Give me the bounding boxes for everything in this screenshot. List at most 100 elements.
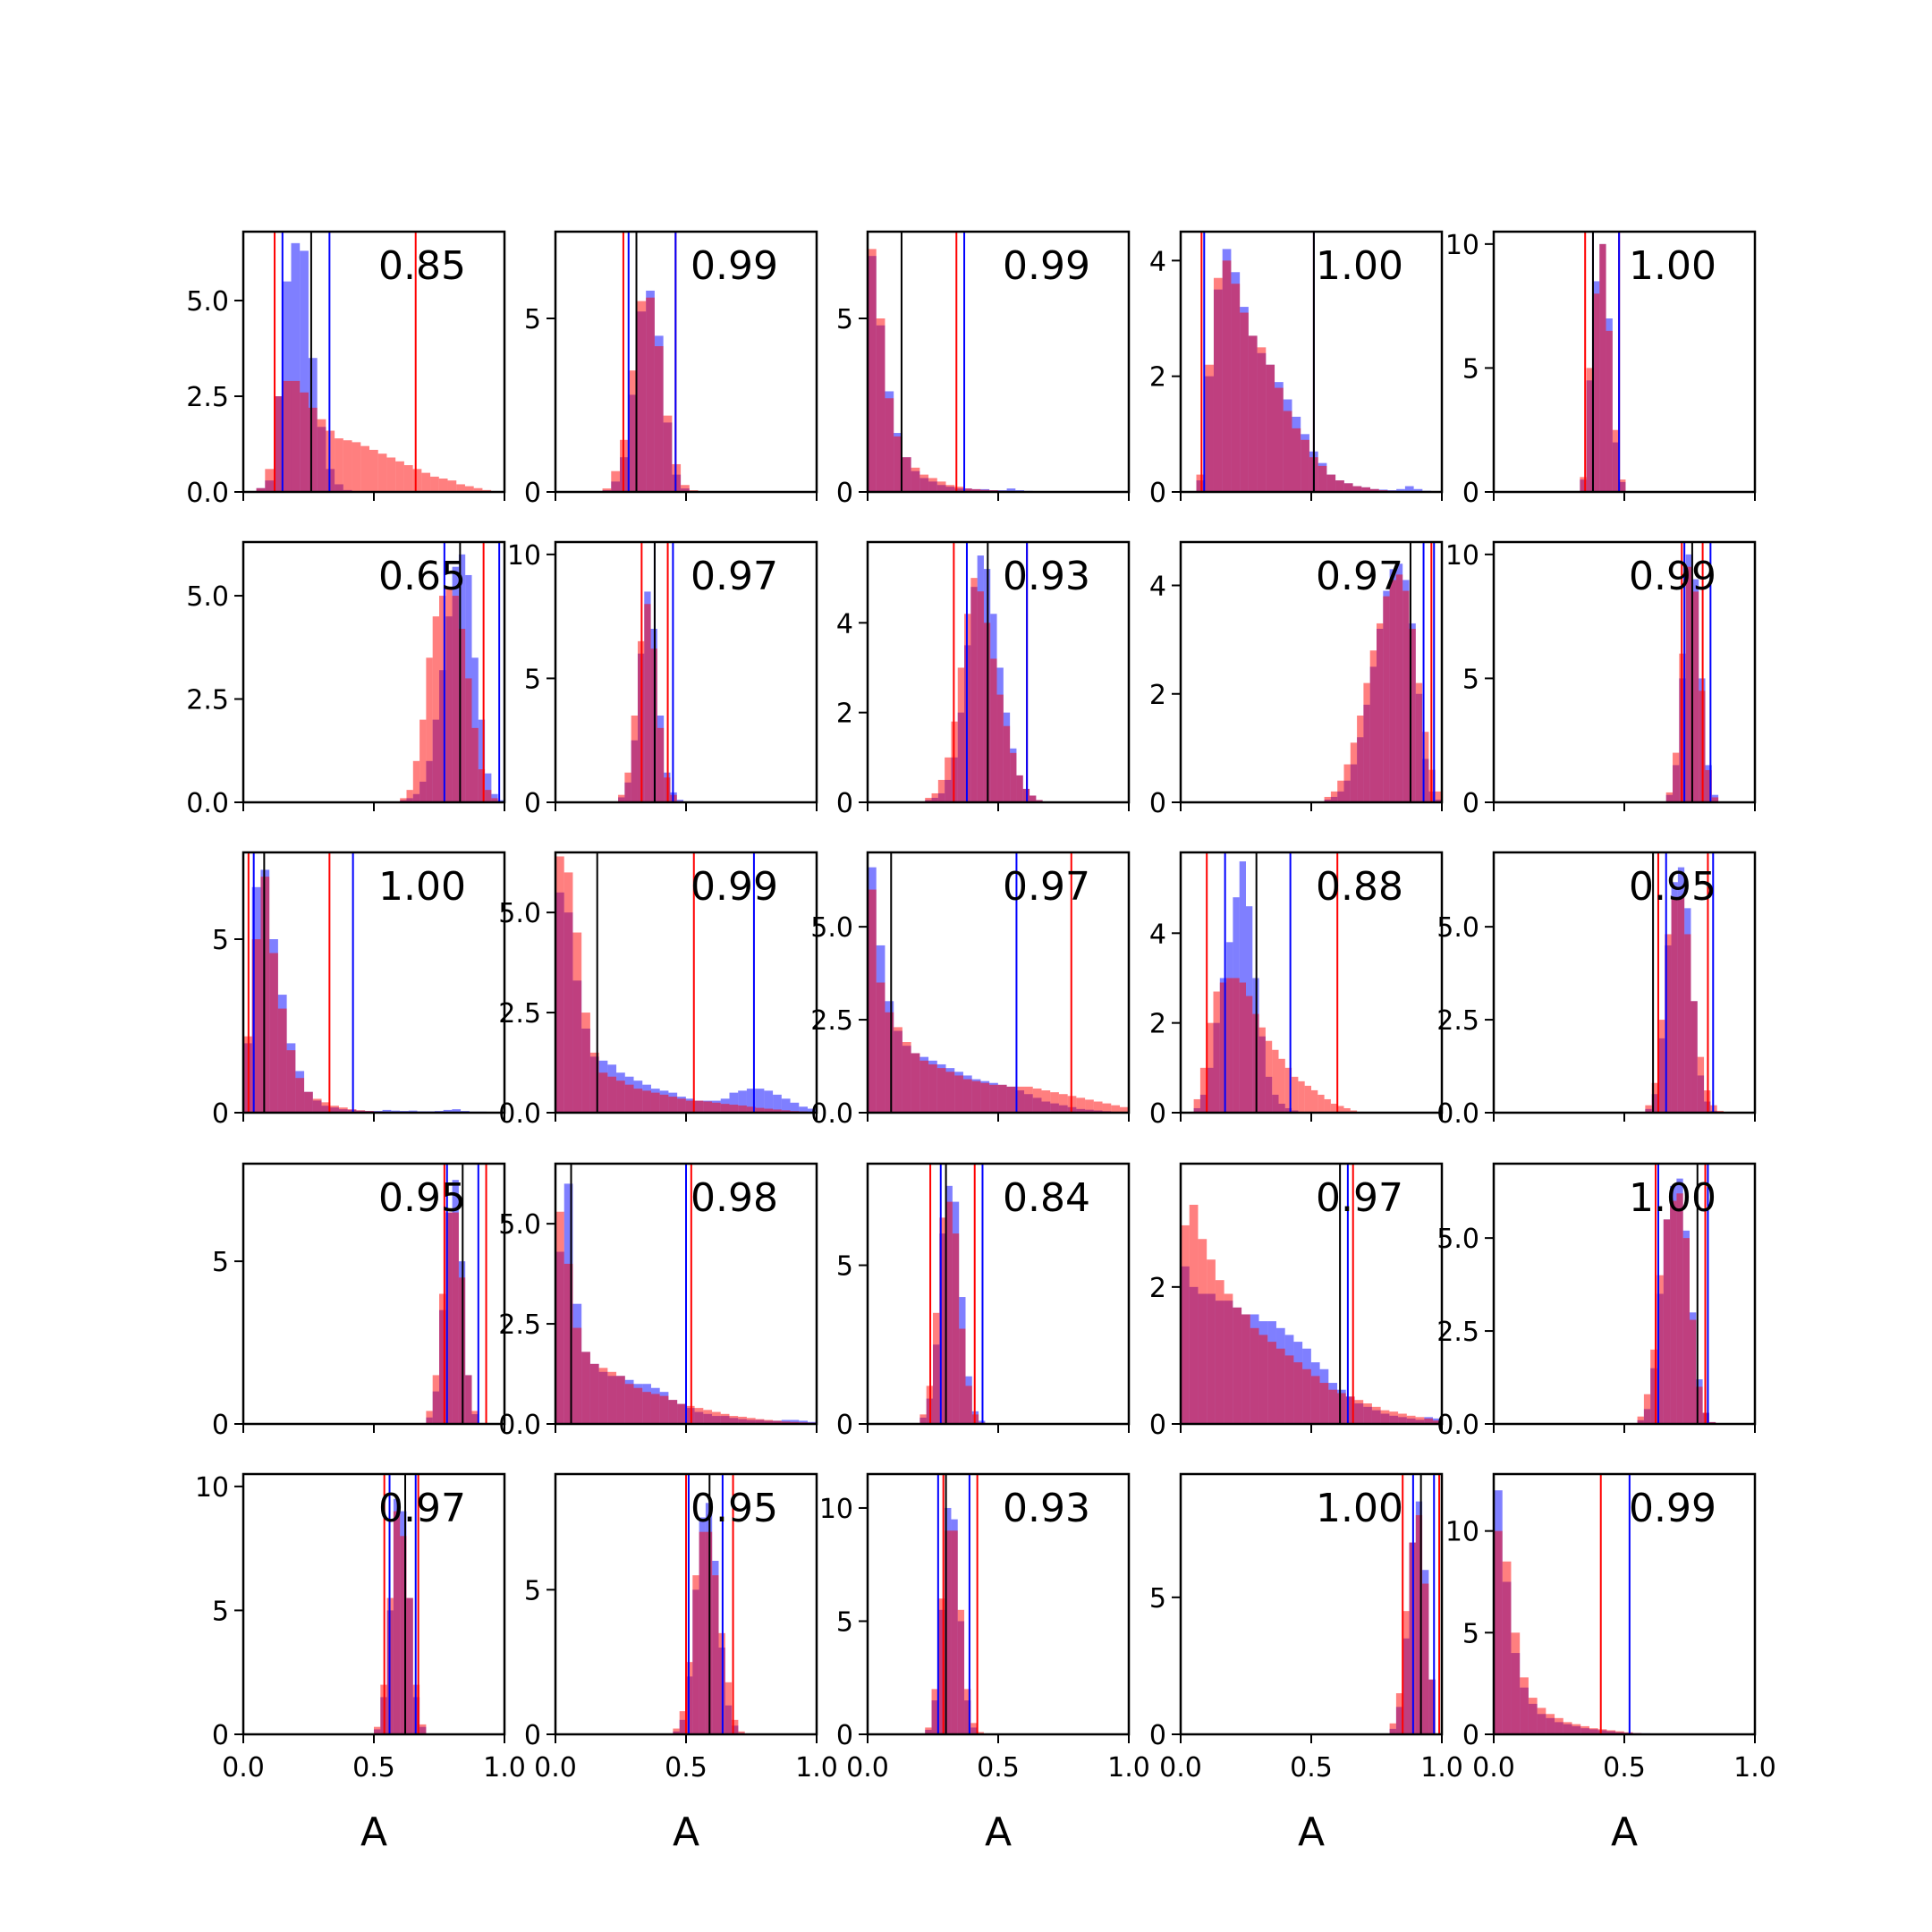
- histogram-bar-red: [970, 578, 978, 802]
- panel-plot-area: [925, 542, 1043, 802]
- histogram-bar-red: [939, 1217, 946, 1424]
- histogram-bar-red: [1377, 623, 1384, 802]
- histogram-bar-red: [654, 346, 664, 492]
- histogram-bar-red: [659, 1094, 669, 1113]
- histogram-bar-red: [282, 380, 292, 492]
- y-tick-label: 2: [1149, 362, 1166, 394]
- histogram-bar-red: [1283, 411, 1292, 492]
- panel-plot-area: [1580, 232, 1626, 492]
- histogram-bar-red: [977, 1732, 984, 1734]
- x-tick-label: 1.0: [1107, 1752, 1150, 1784]
- histogram-bar-red: [555, 856, 564, 1113]
- y-tick-label: 0: [212, 1098, 229, 1130]
- y-tick-label: 5: [212, 1247, 229, 1278]
- histogram-bar-red: [439, 596, 446, 802]
- correlation-label: 0.98: [691, 1175, 778, 1221]
- histogram-bar-red: [256, 487, 266, 492]
- histogram-bar-red: [694, 1100, 704, 1113]
- histogram-bar-red: [1310, 1376, 1320, 1424]
- panel-1-3: 050.99: [836, 230, 1131, 509]
- panel-4-1: 050.95: [212, 1162, 506, 1441]
- y-tick-label: 5: [836, 1606, 853, 1638]
- histogram-bar-red: [945, 757, 952, 802]
- histogram-bar-red: [1435, 791, 1442, 802]
- histogram-bar-red: [1304, 1085, 1311, 1113]
- panel-plot-area: [1665, 542, 1719, 802]
- histogram-bar-red: [764, 1108, 774, 1113]
- histogram-bar-red: [637, 301, 647, 492]
- x-tick-label: 1.0: [1733, 1752, 1776, 1784]
- histogram-bar-red: [952, 1233, 960, 1424]
- histogram-bar-red: [720, 1413, 730, 1424]
- y-tick-label: 5.0: [498, 1209, 541, 1241]
- panel-plot-area: [256, 232, 500, 492]
- histogram-bar-red: [1076, 1097, 1086, 1113]
- histogram-bar-red: [1233, 1307, 1242, 1424]
- histogram-bar-red: [564, 872, 573, 1113]
- panel-plot-area: [1196, 232, 1440, 492]
- histogram-bar-red: [1215, 1280, 1224, 1424]
- correlation-label: 0.99: [691, 243, 778, 289]
- histogram-bar-red: [1301, 439, 1309, 492]
- histogram-bar-red: [1293, 1362, 1303, 1424]
- histogram-bar-red: [624, 772, 631, 802]
- correlation-label: 1.00: [1316, 1486, 1403, 1531]
- histogram-bar-red: [1222, 260, 1232, 492]
- histogram-bar-red: [1337, 780, 1344, 802]
- y-tick-label: 0: [1149, 788, 1166, 819]
- histogram-bar-red: [611, 470, 621, 492]
- histogram-bar-blue: [807, 1108, 817, 1113]
- histogram-bar-red: [430, 476, 439, 492]
- y-tick-label: 10: [819, 1494, 853, 1525]
- histogram-bar-red: [925, 797, 932, 802]
- histogram-bar-red: [458, 629, 466, 802]
- histogram-bar-red: [1330, 791, 1338, 802]
- panel-plot-area: [1324, 542, 1442, 802]
- histogram-bar-red: [642, 1090, 651, 1113]
- histogram-bar-red: [1337, 1393, 1346, 1424]
- histogram-bar-red: [902, 457, 911, 492]
- histogram-bar-red: [962, 1079, 972, 1113]
- histogram-bar-red: [1409, 629, 1416, 802]
- correlation-label: 1.00: [1629, 1175, 1716, 1221]
- x-tick-label: 0.5: [1603, 1752, 1646, 1784]
- correlation-label: 0.84: [1003, 1175, 1090, 1221]
- correlation-label: 0.95: [378, 1175, 466, 1221]
- histogram-bar-red: [925, 1727, 932, 1734]
- y-tick-label: 0: [836, 1410, 853, 1441]
- y-tick-label: 2: [1149, 1273, 1166, 1304]
- histogram-bar-red: [335, 438, 343, 492]
- histogram-bar-blue: [746, 1089, 756, 1113]
- histogram-bar-blue: [443, 1109, 453, 1113]
- histogram-bar-blue: [790, 1102, 800, 1113]
- histogram-bar-red: [564, 1263, 573, 1424]
- histogram-bar-red: [1697, 1056, 1705, 1113]
- panel-3-2: 0.0 2.5 5.0 0.99: [498, 851, 818, 1130]
- histogram-bar-red: [465, 678, 472, 802]
- histogram-bar-red: [1198, 1239, 1208, 1424]
- y-tick-label: 0: [524, 478, 541, 509]
- histogram-bar-red: [997, 1084, 1007, 1113]
- histogram-bar-red: [1402, 590, 1410, 802]
- histogram-bar-red: [251, 939, 261, 1113]
- histogram-bar-red: [1389, 580, 1396, 802]
- histogram-bar-red: [755, 1419, 765, 1424]
- histogram-bar-red: [1682, 1238, 1690, 1424]
- histogram-bar-red: [1311, 1089, 1318, 1113]
- histogram-bar-red: [1272, 1049, 1279, 1113]
- correlation-label: 0.97: [691, 554, 778, 599]
- histogram-bar-red: [1705, 769, 1712, 802]
- histogram-bar-red: [360, 445, 370, 492]
- x-tick-label: 0.0: [534, 1752, 577, 1784]
- histogram-bar-red: [971, 488, 981, 492]
- y-tick-label: 4: [1149, 919, 1166, 950]
- histogram-bar-red: [447, 480, 457, 492]
- histogram-bar-red: [406, 1597, 413, 1734]
- histogram-bar-red: [1324, 1098, 1331, 1113]
- correlation-label: 0.93: [1003, 1486, 1090, 1531]
- histogram-bar-red: [419, 1724, 427, 1734]
- histogram-bar-red: [452, 1212, 459, 1424]
- x-axis-label: A: [673, 1809, 699, 1855]
- histogram-bar-red: [1361, 487, 1370, 492]
- histogram-bar-red: [1093, 1101, 1103, 1113]
